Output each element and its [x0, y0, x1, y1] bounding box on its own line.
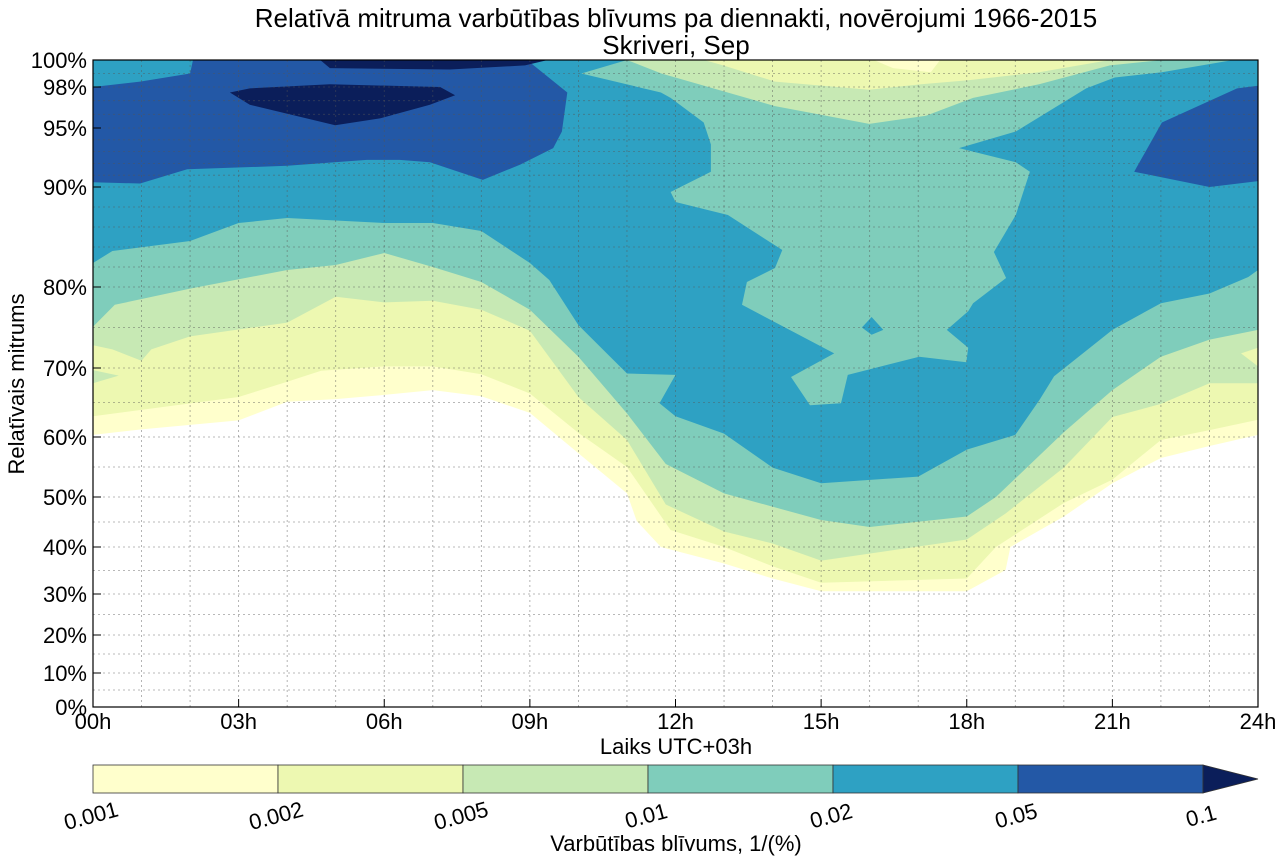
- colorbar-segment-0.002: [277, 764, 464, 794]
- y-tick-label: 50%: [43, 485, 87, 510]
- y-tick-label: 100%: [31, 48, 87, 73]
- x-tick-label: 06h: [366, 709, 403, 734]
- chart-subtitle: Skriveri, Sep: [602, 30, 749, 60]
- y-tick-label: 60%: [43, 425, 87, 450]
- x-axis: 00h 03h 06h 09h 12h 15h 18h 21h 24h: [75, 699, 1277, 734]
- y-tick-label: 10%: [43, 661, 87, 686]
- contour-region-central-island-0.01: [581, 60, 1234, 406]
- colorbar-segment-0.05: [1017, 764, 1204, 794]
- x-tick-label: 03h: [220, 709, 257, 734]
- y-tick-label: 40%: [43, 535, 87, 560]
- colorbar-tick-label: 0.1: [1183, 800, 1219, 832]
- y-tick-label: 70%: [43, 356, 87, 381]
- y-axis-label: Relatīvais mitrums: [4, 294, 29, 475]
- y-tick-label: 90%: [43, 175, 87, 200]
- x-tick-label: 15h: [803, 709, 840, 734]
- y-tick-label: 80%: [43, 275, 87, 300]
- y-tick-label: 95%: [43, 116, 87, 141]
- colorbar-tick-label: 0.05: [992, 798, 1040, 833]
- contour-region-top-strip-0.1: [320, 60, 548, 70]
- x-tick-label: 00h: [75, 709, 112, 734]
- colorbar-segment-0.005: [462, 764, 649, 794]
- contour-region-pocket-left-0.005: [93, 370, 119, 384]
- colorbar-tick-label: 0.001: [61, 797, 121, 835]
- colorbar-segment-0.01: [647, 764, 834, 794]
- x-tick-label: 12h: [657, 709, 694, 734]
- y-tick-label: 20%: [43, 623, 87, 648]
- colorbar-segment-0.001: [92, 764, 279, 794]
- x-tick-label: 09h: [512, 709, 549, 734]
- colorbar: 0.001 0.002 0.005 0.01 0.02 0.05 0.1: [61, 764, 1259, 835]
- contour-region-top-band-0.002: [704, 60, 1110, 90]
- x-tick-label: 21h: [1094, 709, 1131, 734]
- colorbar-tick-label: 0.002: [246, 797, 306, 835]
- chart-title: Relatīvā mitruma varbūtības blīvums pa d…: [255, 3, 1098, 33]
- colorbar-label: Varbūtības blīvums, 1/(%): [550, 831, 801, 856]
- y-tick-label: 30%: [43, 582, 87, 607]
- colorbar-extend-arrow: [1202, 764, 1259, 794]
- colorbar-segment-0.02: [832, 764, 1019, 794]
- y-axis: 0% 10% 20% 30% 40% 50% 60% 70% 80% 90% 95% 98%100%: [31, 48, 101, 720]
- grid-lines: [93, 60, 1258, 707]
- contour-region-right-block-0.05: [1134, 85, 1258, 187]
- y-tick-label: 0%: [55, 695, 87, 720]
- colorbar-tick-label: 0.02: [807, 798, 855, 833]
- contour-region-diamond-0.02: [861, 317, 884, 335]
- contour-region-top-spot-0.001: [874, 60, 941, 73]
- contour-region-night-core-0.1: [229, 84, 456, 126]
- y-tick-label: 98%: [43, 75, 87, 100]
- colorbar-tick-label: 0.01: [622, 798, 670, 833]
- x-axis-label: Laiks UTC+03h: [600, 734, 752, 759]
- colorbar-tick-label: 0.005: [431, 797, 491, 835]
- x-tick-label: 24h: [1240, 709, 1277, 734]
- x-tick-label: 18h: [948, 709, 985, 734]
- contour-region-pocket-right-0.002: [1241, 347, 1258, 367]
